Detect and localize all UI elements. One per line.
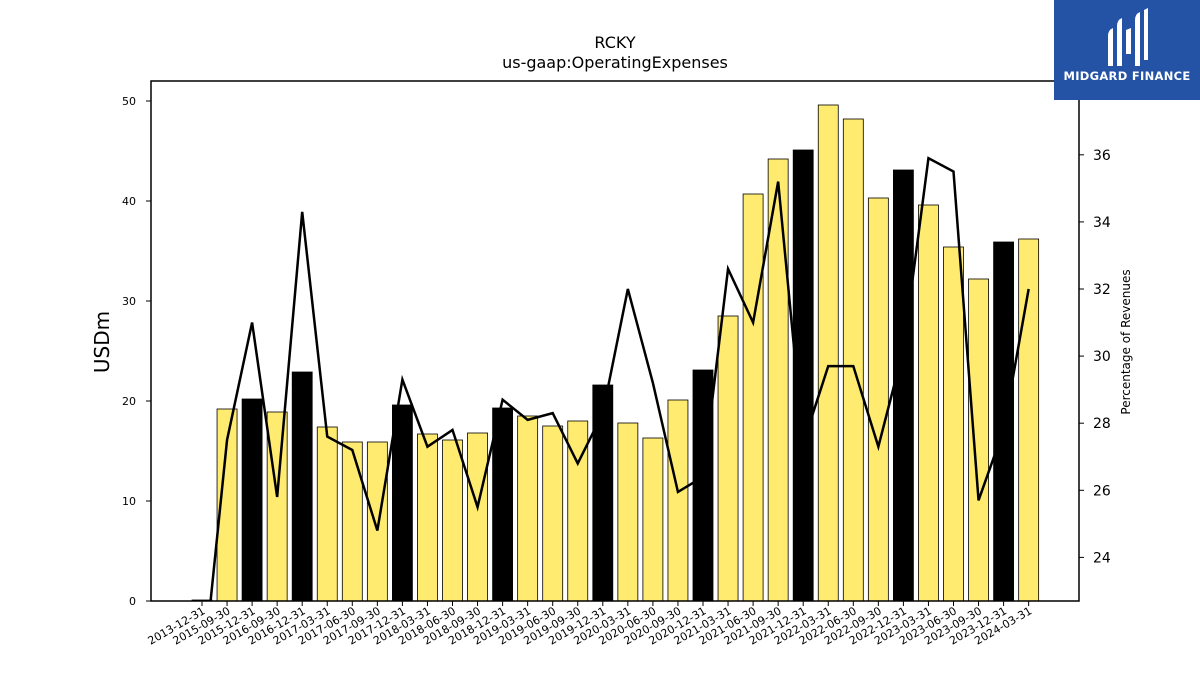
bar-2021-03-31	[717, 315, 739, 602]
y-tick-label: 30	[122, 295, 136, 308]
bar-2020-06-30	[642, 437, 664, 602]
y2-tick-label: 28	[1093, 416, 1111, 432]
y-tick-label: 0	[129, 595, 136, 608]
chart-title: RCKY	[594, 33, 635, 52]
chart-subtitle: us-gaap:OperatingExpenses	[502, 53, 728, 72]
y2-tick-label: 32	[1093, 282, 1111, 298]
bar-2019-03-31	[517, 415, 539, 602]
bar-2020-09-30	[667, 399, 689, 602]
y2-tick-label: 30	[1093, 349, 1111, 365]
bar-2015-12-31	[241, 398, 263, 602]
bar-2021-06-30	[742, 193, 764, 602]
plot-frame	[150, 80, 1080, 602]
bar-2017-06-30	[341, 441, 363, 602]
bar-2022-06-30	[842, 118, 864, 602]
bar-series	[191, 104, 1040, 602]
bar-2016-12-31	[291, 371, 313, 602]
y2-tick-label: 24	[1093, 550, 1111, 566]
y2-tick-label: 36	[1093, 148, 1111, 164]
bar-2023-06-30	[943, 246, 964, 602]
x-axis-ticks: 2013-12-312015-09-302015-12-312016-09-30…	[146, 601, 1034, 648]
midgard-logo-icon	[1108, 8, 1148, 66]
bar-2017-09-30	[366, 441, 388, 602]
bar-2018-06-30	[442, 439, 463, 602]
bar-2017-12-31	[391, 404, 413, 602]
right-axis-ticks: 24 26 28 30 32 34 36	[1079, 148, 1111, 566]
bar-2023-12-31	[993, 241, 1014, 602]
y-tick-label: 50	[122, 95, 136, 108]
percentage-line	[209, 156, 1030, 601]
bar-2019-12-31	[592, 384, 614, 602]
bar-2022-12-31	[893, 169, 914, 602]
y-axis-label: USDm	[90, 311, 114, 373]
bar-2023-03-31	[918, 204, 939, 602]
bar-2022-09-30	[867, 197, 889, 602]
y-tick-label: 20	[122, 395, 136, 408]
bar-2020-12-31	[692, 369, 714, 602]
y2-tick-label: 34	[1093, 215, 1111, 231]
y-tick-label: 10	[122, 495, 136, 508]
midgard-finance-logo: MIDGARD FINANCE	[1054, 0, 1200, 100]
y2-axis-label: Percentage of Revenues	[1119, 269, 1133, 414]
bar-2023-09-30	[968, 278, 989, 602]
bar-2017-03-31	[316, 426, 338, 602]
percentage-line-series	[209, 156, 1030, 601]
bar-2018-03-31	[417, 433, 438, 602]
bar-2018-09-30	[467, 432, 488, 602]
bar-2020-03-31	[617, 422, 639, 602]
bar-2019-06-30	[542, 425, 564, 602]
y2-tick-label: 26	[1093, 483, 1111, 499]
logo-text: MIDGARD FINANCE	[1063, 69, 1191, 83]
y-tick-label: 40	[122, 195, 136, 208]
bar-2022-03-31	[817, 104, 839, 602]
bar-2018-12-31	[492, 407, 514, 602]
left-axis-ticks: 0 10 20 30 40 50	[122, 95, 151, 608]
